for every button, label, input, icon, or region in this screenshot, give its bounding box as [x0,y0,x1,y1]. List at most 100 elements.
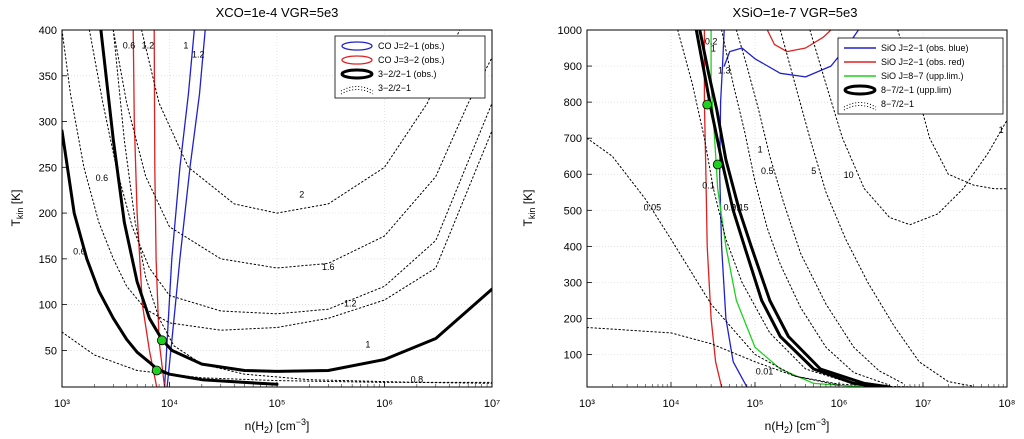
left-series-3-curve-5 [141,30,461,214]
right-contour-label: 1 [711,44,716,54]
left-y-tick-label: 250 [39,162,57,174]
right-legend-label: 8−7/2−1 (upp.lim) [881,85,952,95]
left-legend-label: 3−2/2−1 (obs.) [378,69,437,79]
left-x-tick-label: 10³ [54,398,70,410]
left-y-tick-label: 200 [39,208,57,220]
left-series-1-curve-1 [153,30,166,387]
right-contour-label: 1 [999,125,1004,135]
right-legend-swatch [843,84,877,96]
right-series-4-curve-1 [587,137,840,386]
right-contour-label: 1 [758,145,763,155]
left-y-axis-label: Tkin [K] [9,190,25,227]
left-legend-swatch [341,41,373,51]
right-y-tick-label: 100 [564,350,582,362]
right-series-4-curve-2 [677,30,855,385]
right-markers [702,99,723,170]
right-contour-label: 5 [811,166,816,176]
right-x-tick-label: 10⁴ [663,398,680,410]
left-contour-labels: 0.6 0.6 2 1.6 1.2 1 0.8 0.6 1.2 1 1.2 [73,40,423,384]
right-legend-label: SiO J=8−7 (upp.lim.) [881,71,964,81]
right-legend-label: SiO J=2−1 (obs. red) [881,57,965,67]
left-legend-swatch [340,68,374,80]
right-y-tick-label: 900 [564,61,582,73]
right-y-tick-label: 1000 [558,25,582,37]
left-x-axis-label: n(H2) [cm−3] [245,417,310,435]
right-series-4-curve-4 [735,30,905,385]
left-series-0-curve-0 [163,30,195,387]
right-x-tick-label: 10³ [579,398,595,410]
right-legend: SiO J=2−1 (obs. blue) SiO J=2−1 (obs. red… [837,37,1004,115]
left-y-tick-label: 350 [39,71,57,83]
left-legend-swatch [340,89,374,95]
left-legend: CO J=2−1 (obs.) CO J=3−2 (obs.) 3−2/2−1 (o… [334,35,486,99]
right-series-3-curve-0 [694,30,881,387]
left-series-3-curve-2 [62,30,492,331]
left-series-1-curve-0 [132,30,158,387]
right-series-3-curve-1 [698,30,892,387]
left-legend-swatch [341,55,373,65]
right-y-tick-label: 700 [564,133,582,145]
right-legend-label: 8−7/2−1 [881,99,914,109]
left-chart: XCO=1e-4 VGR=5e3 0.6 0.6 2 1.6 1.2 1 0.8 0.6 1.2… [9,5,500,435]
left-x-tick-label: 10⁵ [269,398,286,410]
left-contour-label: 1.2 [344,298,357,308]
right-intersection-marker [702,99,713,110]
left-intersection-marker [157,335,167,346]
right-y-tick-label: 400 [564,241,582,253]
left-contour-label: 1 [183,40,188,50]
left-series-2-curve-0 [62,129,279,386]
right-series-4-curve-3 [721,30,891,386]
left-x-tick-label: 10⁴ [161,398,178,410]
right-x-tick-label: 10⁸ [999,398,1016,410]
left-legend-label: CO J=3−2 (obs.) [378,55,445,65]
left-series-3-curve-3 [88,30,492,315]
right-y-tick-label: 200 [564,313,582,325]
right-series-4-curve-6 [809,30,1007,226]
right-contour-label: 0.2 [705,36,718,46]
left-x-tick-label: 10⁷ [484,398,500,410]
right-ticks: 10³ 10⁴ 10⁵ 10⁶ 10⁷ 10⁸ 100 200 300 400 500 600 700 8… [558,25,1016,410]
left-x-tick-label: 10⁶ [376,398,393,410]
left-y-tick-label: 50 [45,345,57,357]
right-curves [587,30,1007,387]
right-y-tick-label: 300 [564,277,582,289]
right-legend-swatch [843,102,877,108]
left-curves [62,30,492,387]
left-legend-label: CO J=2−1 (obs.) [378,41,445,51]
left-series-3-curve-4 [112,30,492,269]
right-x-tick-label: 10⁶ [831,398,848,410]
left-y-tick-label: 100 [39,300,57,312]
left-y-tick-label: 300 [39,117,57,129]
right-intersection-marker [712,159,723,170]
right-y-tick-label: 500 [564,205,582,217]
right-y-axis-label: Tkin [K] [521,190,537,227]
right-chart-title: XSiO=1e-7 VGR=5e3 [732,5,857,20]
left-contour-label: 0.6 [73,246,86,256]
left-series-2-curve-1 [99,30,492,373]
right-x-tick-label: 10⁷ [915,398,931,410]
right-contour-label: 0.15 [731,202,749,212]
left-ticks: 10³ 10⁴ 10⁵ 10⁶ 10⁷ 50 100 150 200 250 300 350 400 [39,25,500,410]
left-y-tick-label: 150 [39,254,57,266]
left-chart-title: XCO=1e-4 VGR=5e3 [216,5,339,20]
left-contour-label: 0.6 [96,173,109,183]
right-contour-label: 0.2 [723,202,736,212]
right-contour-label: 0.05 [644,202,662,212]
left-contour-label: 1.2 [142,40,155,50]
right-x-axis-label: n(H2) [cm−3] [765,417,830,435]
left-y-tick-label: 400 [39,25,57,37]
left-legend-box [334,35,486,99]
right-plot-frame [586,29,1008,388]
right-y-tick-label: 600 [564,169,582,181]
right-contour-label: 0.01 [756,366,774,376]
right-legend-swatch [843,105,877,111]
left-contour-label: 0.8 [411,374,424,384]
left-legend-swatch [340,86,374,92]
left-markers [151,335,167,376]
left-contour-label: 1.2 [192,49,205,59]
left-contour-label: 0.6 [123,40,136,50]
right-x-tick-label: 10⁵ [747,398,764,410]
right-series-1-curve-1 [766,30,832,53]
right-contour-label: 0.5 [761,166,774,176]
